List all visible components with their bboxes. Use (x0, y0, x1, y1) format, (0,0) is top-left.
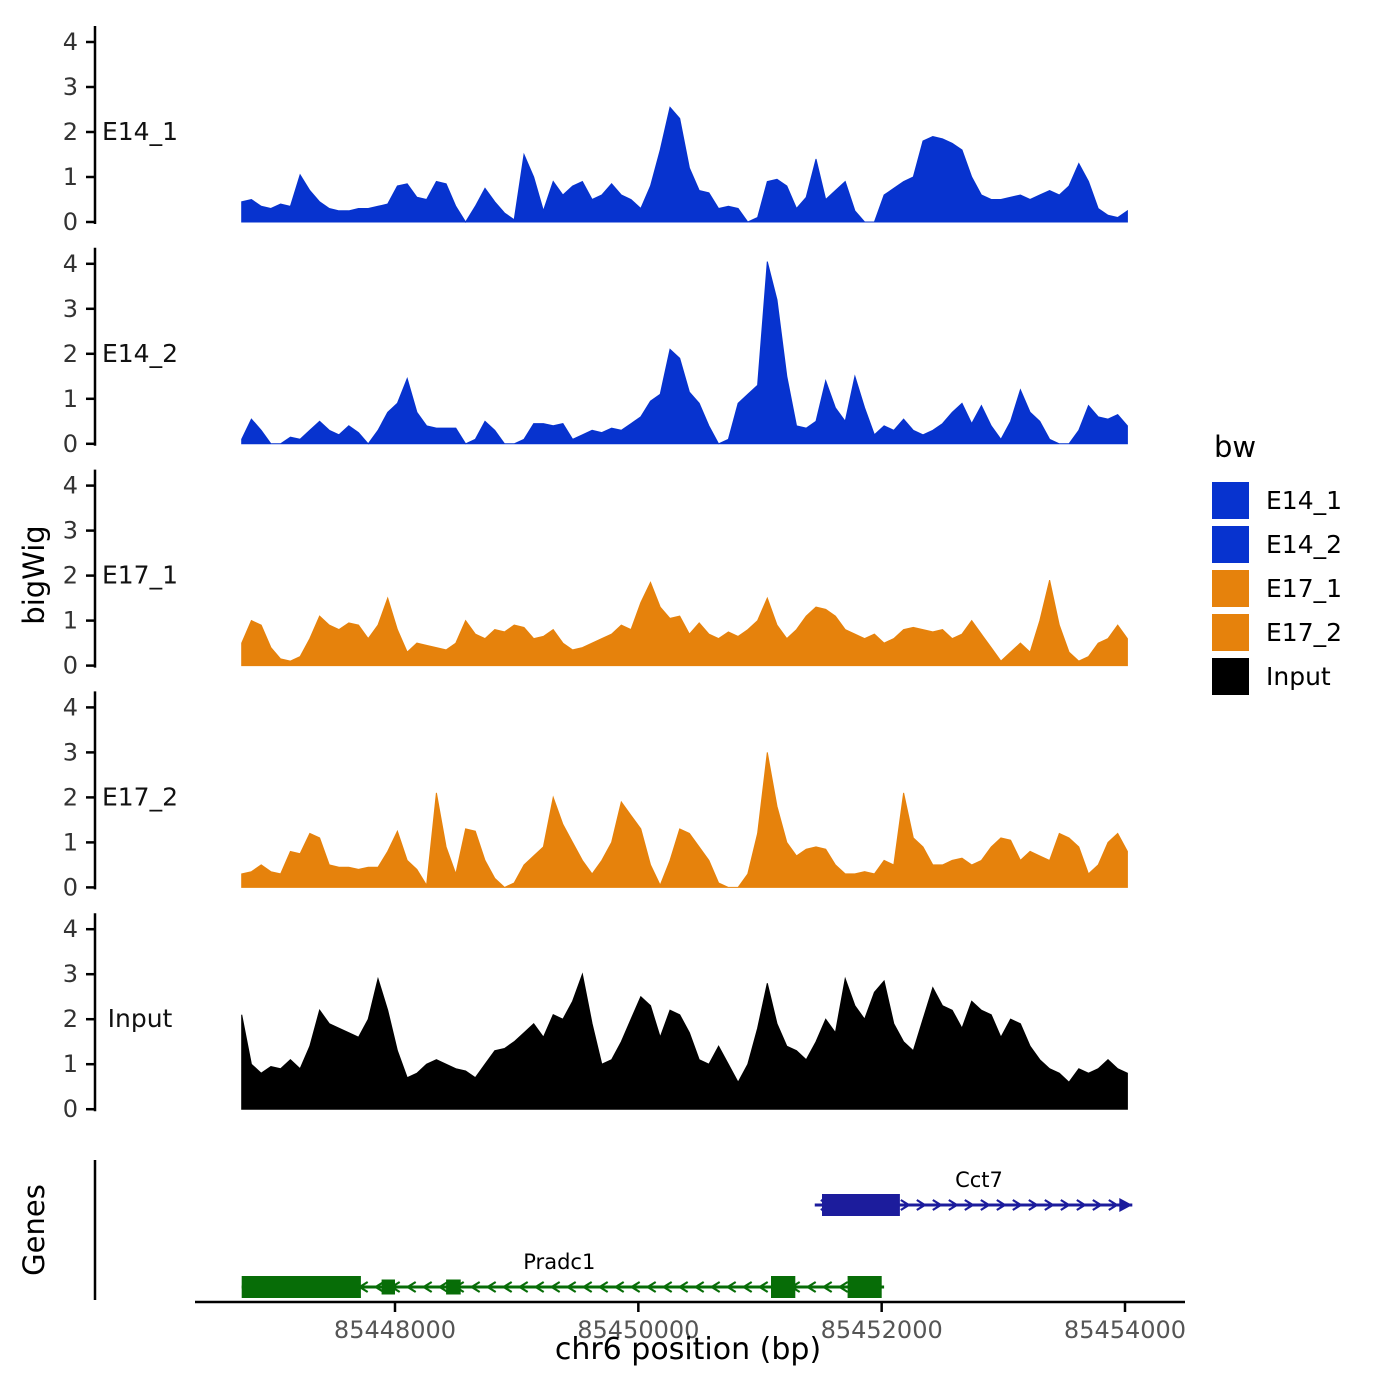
y-tick-label: 1 (63, 163, 78, 191)
legend-label: E14_2 (1266, 530, 1343, 559)
gene-exon (381, 1279, 395, 1295)
track-area-E17_1 (241, 579, 1128, 667)
y-tick-label: 0 (63, 652, 78, 680)
y-tick-label: 0 (63, 873, 78, 901)
y-tick-label: 1 (63, 607, 78, 635)
y-tick-label: 2 (63, 340, 78, 368)
y-tick-label: 1 (63, 1050, 78, 1078)
legend-title: bw (1214, 430, 1257, 464)
y-tick-label: 3 (63, 295, 78, 323)
legend-item-E14_1: E14_1 (1212, 482, 1342, 519)
y-tick-label: 1 (63, 385, 78, 413)
legend-item-E17_1: E17_1 (1212, 570, 1342, 607)
track-label-Input: Input (108, 1004, 173, 1033)
y-tick-label: 2 (63, 562, 78, 590)
legend-swatch-E17_1 (1212, 570, 1249, 607)
gene-model-Pradc1: Pradc1 (241, 1250, 885, 1298)
track-label-E14_2: E14_2 (102, 339, 178, 368)
y-tick-label: 0 (63, 208, 78, 236)
legend-item-E14_2: E14_2 (1212, 526, 1342, 563)
y-tick-label: 3 (63, 73, 78, 101)
track-label-E17_1: E17_1 (102, 561, 178, 590)
gene-model-Cct7: Cct7 (814, 1168, 1133, 1216)
gene-exon (847, 1276, 882, 1298)
y-tick-label: 3 (63, 960, 78, 988)
x-tick-label: 85450000 (577, 1316, 699, 1344)
y-tick-label: 4 (63, 915, 78, 943)
legend-label: E14_1 (1266, 486, 1343, 515)
gene-exon (822, 1194, 900, 1216)
legend-swatch-Input (1212, 658, 1249, 695)
y-axis-title: bigWig (17, 525, 51, 625)
legend-swatch-E14_1 (1212, 482, 1249, 519)
y-tick-label: 0 (63, 1095, 78, 1123)
legend: bw E14_1 E14_2 E17_1 E17_2 Input (1212, 430, 1342, 702)
y-tick-label: 3 (63, 517, 78, 545)
legend-items: E14_1 E14_2 E17_1 E17_2 Input (1212, 482, 1342, 695)
x-axis-title: chr6 position (bp) (554, 1332, 822, 1367)
genes-axis-title: Genes (17, 1184, 51, 1276)
gene-exon (771, 1276, 796, 1298)
x-tick-label: 85452000 (821, 1316, 943, 1344)
legend-swatch-E14_2 (1212, 526, 1249, 563)
y-tick-label: 1 (63, 828, 78, 856)
track-area-E17_2 (241, 752, 1128, 888)
y-tick-label: 3 (63, 738, 78, 766)
gene-label-Pradc1: Pradc1 (523, 1250, 595, 1274)
legend-swatch-E17_2 (1212, 614, 1249, 651)
y-tick-label: 4 (63, 250, 78, 278)
x-tick-label: 85454000 (1064, 1316, 1186, 1344)
y-tick-label: 2 (63, 1005, 78, 1033)
gene-exon (446, 1279, 461, 1295)
y-tick-label: 4 (63, 693, 78, 721)
x-tick-label: 85448000 (334, 1316, 456, 1344)
y-tick-label: 2 (63, 783, 78, 811)
track-label-E17_2: E17_2 (102, 782, 178, 811)
gene-exon (241, 1276, 361, 1298)
legend-label: E17_2 (1266, 618, 1343, 647)
track-area-Input (241, 972, 1128, 1110)
track-label-E14_1: E14_1 (102, 117, 178, 146)
track-area-E14_2 (241, 261, 1128, 445)
gene-label-Cct7: Cct7 (955, 1168, 1003, 1192)
legend-label: Input (1266, 662, 1331, 691)
y-tick-label: 0 (63, 430, 78, 458)
track-area-E14_1 (241, 106, 1128, 223)
gene-arrowhead (1119, 1198, 1133, 1212)
y-tick-label: 4 (63, 472, 78, 500)
legend-item-Input: Input (1212, 658, 1342, 695)
legend-label: E17_1 (1266, 574, 1343, 603)
y-tick-label: 2 (63, 118, 78, 146)
y-tick-label: 4 (63, 28, 78, 56)
legend-item-E17_2: E17_2 (1212, 614, 1342, 651)
